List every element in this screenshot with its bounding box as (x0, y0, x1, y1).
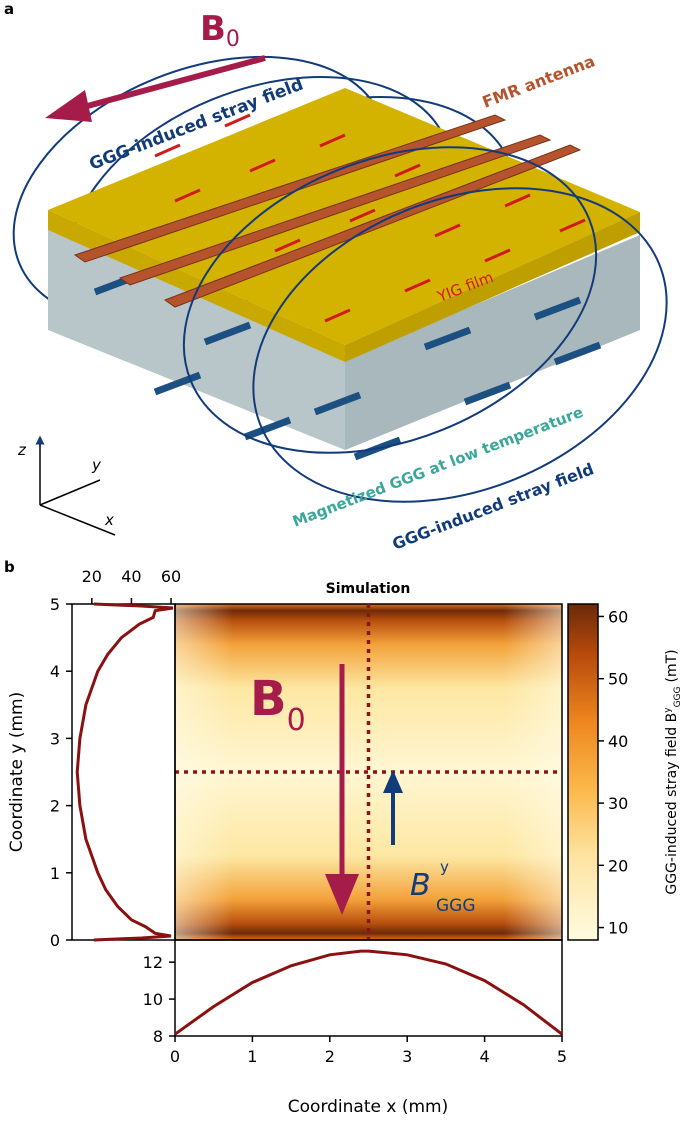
b0-arrowhead-heatmap (325, 874, 359, 915)
colorbar-tick-label: 50 (608, 670, 628, 689)
yig-film-edge-right (345, 212, 640, 362)
axis-y-label: y (91, 456, 102, 474)
x-tick-label: 5 (557, 1047, 567, 1066)
colorbar-ticks: 10 20 30 40 50 60 (598, 607, 628, 938)
bggg-annotation: B (410, 868, 431, 903)
colorbar-tick-label: 40 (608, 732, 628, 751)
field-loop (182, 146, 598, 454)
colorbar-tick-label: 60 (608, 607, 628, 626)
profile-y-tick-label: 40 (121, 567, 141, 586)
panel-a-label: a (4, 0, 14, 18)
stray-field-loops-front (182, 146, 668, 503)
panel-b-label: b (4, 558, 15, 576)
axis-z-label: z (17, 441, 27, 459)
x-tick-label: 1 (247, 1047, 257, 1066)
x-tick-label: 0 (170, 1047, 180, 1066)
profile-y-tick-label: 20 (82, 567, 102, 586)
y-tick-label: 2 (50, 797, 60, 816)
b0-annotation: B0 (250, 671, 306, 738)
profile-x-tick-label: 10 (143, 990, 163, 1009)
fmr-antenna-label: FMR antenna (480, 51, 598, 111)
b0-label: B0 (200, 9, 240, 52)
y-axis: 0 1 2 3 4 5 (50, 595, 72, 950)
bggg-sub: GGG (436, 896, 476, 916)
bggg-sup: y (440, 858, 449, 876)
y-tick-label: 0 (50, 931, 60, 950)
profile-x-tick-label: 12 (143, 953, 163, 972)
b0-arrow (79, 55, 266, 111)
y-tick-label: 1 (50, 864, 60, 883)
bottom-profile-y-axis: 8 10 12 (143, 953, 175, 1046)
colorbar (567, 603, 599, 941)
profile-x-line (174, 949, 563, 1036)
heatmap-title: Simulation (326, 581, 411, 597)
b0-arrowhead (45, 90, 92, 122)
profile-y-tick-label: 60 (161, 567, 181, 586)
bottom-profile-frame (174, 939, 563, 1037)
ggg-substrate-side (345, 235, 640, 450)
x-tick-label: 2 (325, 1047, 335, 1066)
coordinate-axes (35, 435, 116, 536)
panel-a: a (4, 0, 668, 554)
colorbar-label: GGG-induced stray field ByGGG(mT) (663, 649, 683, 894)
y-tick-label: 3 (50, 729, 60, 748)
profile-x-tick-label: 8 (153, 1027, 163, 1046)
x-tick-label: 3 (402, 1047, 412, 1066)
x-tick-label: 4 (480, 1047, 490, 1066)
axis-x-label: x (104, 511, 114, 529)
colorbar-tick-label: 30 (608, 794, 628, 813)
y-axis-label: Coordinate y (mm) (7, 692, 27, 852)
heatmap-edge-shading (175, 604, 562, 940)
y-tick-label: 4 (50, 662, 60, 681)
yig-magnetization-arrows (154, 113, 586, 323)
profile-y-line (75, 602, 174, 942)
y-tick-label: 5 (50, 595, 60, 614)
left-profile-top-axis: 20 40 60 (82, 567, 181, 604)
x-axis-label: Coordinate x (mm) (288, 1097, 448, 1117)
left-profile-frame (71, 603, 176, 941)
field-loop (252, 187, 668, 503)
colorbar-tick-label: 20 (608, 856, 628, 875)
x-axis: 0 1 2 3 4 5 (170, 1036, 567, 1066)
bggg-arrowhead (383, 770, 403, 793)
colorbar-tick-label: 10 (608, 919, 628, 938)
